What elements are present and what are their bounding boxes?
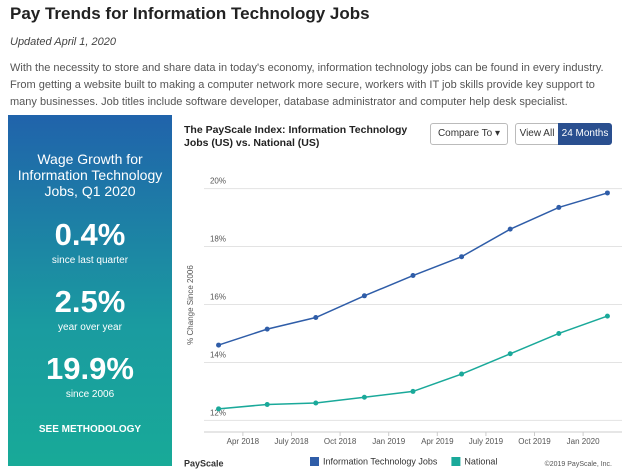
x-tick-label: July 2019	[469, 437, 504, 446]
point	[556, 204, 562, 210]
stat-label: since last quarter	[51, 255, 129, 266]
point	[313, 400, 319, 406]
x-tick-label: Oct 2018	[324, 437, 357, 446]
copyright: ©2019 PayScale, Inc.	[545, 460, 612, 468]
point	[313, 315, 319, 321]
chart-title: The PayScale Index: Information Technolo…	[184, 124, 408, 149]
legend-label: Information Technology Jobs	[323, 456, 438, 466]
point	[604, 190, 610, 196]
stat-label: year over year	[58, 322, 122, 333]
stat-value: 19.9%	[46, 351, 134, 386]
point	[459, 254, 465, 260]
point	[459, 371, 465, 377]
compare-label: Compare To	[437, 128, 493, 139]
point	[361, 293, 367, 299]
point	[507, 351, 513, 357]
point	[410, 273, 416, 279]
stat-value: 0.4%	[54, 217, 126, 252]
logo: PayScale	[184, 458, 224, 468]
panel-heading: Wage Growth for Information Technology J…	[17, 151, 163, 199]
point	[556, 330, 562, 336]
x-tick-label: Oct 2019	[518, 437, 551, 446]
compare-button[interactable]: Compare To ▾	[430, 123, 508, 145]
page-title: Pay Trends for Information Technology Jo…	[10, 4, 370, 23]
chart: % Change Since 2006 PayScale ©2019 PaySc…	[184, 177, 622, 468]
y-tick-label: 18%	[210, 235, 226, 244]
x-tick-label: Jan 2020	[567, 437, 600, 446]
updated: Updated April 1, 2020	[10, 36, 116, 48]
point	[216, 406, 222, 412]
y-tick-label: 12%	[210, 409, 226, 418]
y-tick-label: 16%	[210, 293, 226, 302]
series-line	[218, 192, 608, 346]
point	[507, 226, 513, 232]
range-button[interactable]: 24 Months	[558, 123, 612, 145]
methodology-link[interactable]: SEE METHODOLOGY	[38, 424, 142, 435]
legend-swatch	[310, 457, 319, 466]
point	[264, 326, 270, 332]
stat-label: since 2006	[65, 389, 115, 400]
stats-panel: Wage Growth for Information Technology J…	[8, 115, 172, 466]
y-tick-label: 20%	[210, 177, 226, 186]
legend-swatch	[451, 457, 461, 466]
x-tick-label: Apr 2018	[227, 437, 260, 446]
x-tick-label: Jan 2019	[372, 437, 405, 446]
point	[410, 388, 416, 394]
point	[216, 342, 222, 348]
intro: With the necessity to store and share da…	[10, 62, 604, 108]
legend-label: National	[464, 456, 497, 466]
point	[604, 313, 610, 319]
y-axis-label: % Change Since 2006	[186, 265, 195, 345]
point	[361, 394, 367, 400]
point	[264, 401, 270, 407]
x-tick-label: July 2018	[274, 437, 309, 446]
y-tick-label: 14%	[210, 351, 226, 360]
stat-value: 2.5%	[54, 284, 126, 319]
x-tick-label: Apr 2019	[421, 437, 454, 446]
